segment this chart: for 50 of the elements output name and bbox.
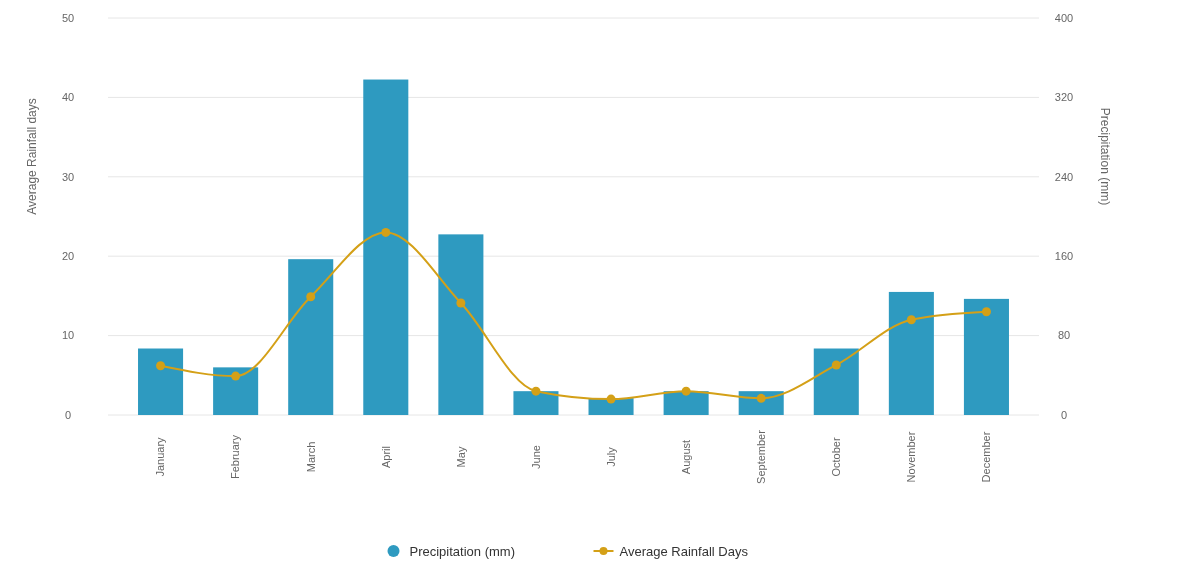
- point: [906, 315, 916, 325]
- bar: [288, 259, 334, 415]
- y2-tick-label: 240: [1054, 170, 1074, 183]
- x-tick-label: July: [604, 446, 617, 467]
- y2-tick-label: 0: [1060, 408, 1068, 421]
- y2-tick-label: 80: [1057, 329, 1071, 342]
- bar: [213, 367, 259, 415]
- bar: [888, 291, 934, 415]
- point: [756, 393, 766, 403]
- bar: [963, 298, 1009, 415]
- bar: [438, 234, 484, 415]
- y2-tick-label: 160: [1054, 250, 1074, 263]
- x-tick-label: November: [905, 431, 918, 483]
- y-tick-label: 30: [61, 170, 75, 183]
- y-tick-label: 20: [61, 250, 75, 263]
- x-tick-label: January: [154, 436, 167, 477]
- point: [531, 386, 541, 396]
- y-tick-label: 50: [61, 11, 75, 24]
- y-tick-label: 10: [61, 329, 75, 342]
- bar: [138, 348, 184, 415]
- x-tick-label: June: [529, 445, 542, 469]
- y2-tick-label: 400: [1054, 11, 1074, 24]
- bar: [663, 391, 709, 415]
- point: [156, 361, 166, 371]
- y-tick-label: 40: [61, 91, 75, 104]
- point: [456, 298, 466, 308]
- point: [231, 371, 241, 381]
- bar: [813, 348, 859, 415]
- legend-label: Average Rainfall Days: [619, 543, 749, 559]
- legend-label: Precipitation (mm): [409, 543, 515, 559]
- point: [831, 360, 841, 370]
- y2-tick-label: 320: [1054, 91, 1074, 104]
- x-tick-label: October: [830, 437, 843, 477]
- y-tick-label: 0: [64, 408, 72, 421]
- x-tick-label: February: [229, 434, 242, 480]
- point: [381, 227, 391, 237]
- point: [606, 394, 616, 404]
- x-tick-label: April: [379, 445, 392, 469]
- x-tick-label: March: [304, 441, 317, 473]
- y-axis-title: Average Rainfall days: [25, 98, 39, 215]
- point: [681, 386, 691, 396]
- x-tick-label: December: [980, 431, 993, 483]
- bar: [363, 79, 409, 415]
- x-tick-label: May: [454, 446, 467, 468]
- y2-axis-title: Precipitation (mm): [1098, 107, 1112, 206]
- point: [981, 307, 991, 317]
- x-tick-label: September: [755, 429, 768, 484]
- bar: [513, 391, 559, 415]
- point: [306, 292, 316, 302]
- x-tick-label: August: [679, 439, 692, 475]
